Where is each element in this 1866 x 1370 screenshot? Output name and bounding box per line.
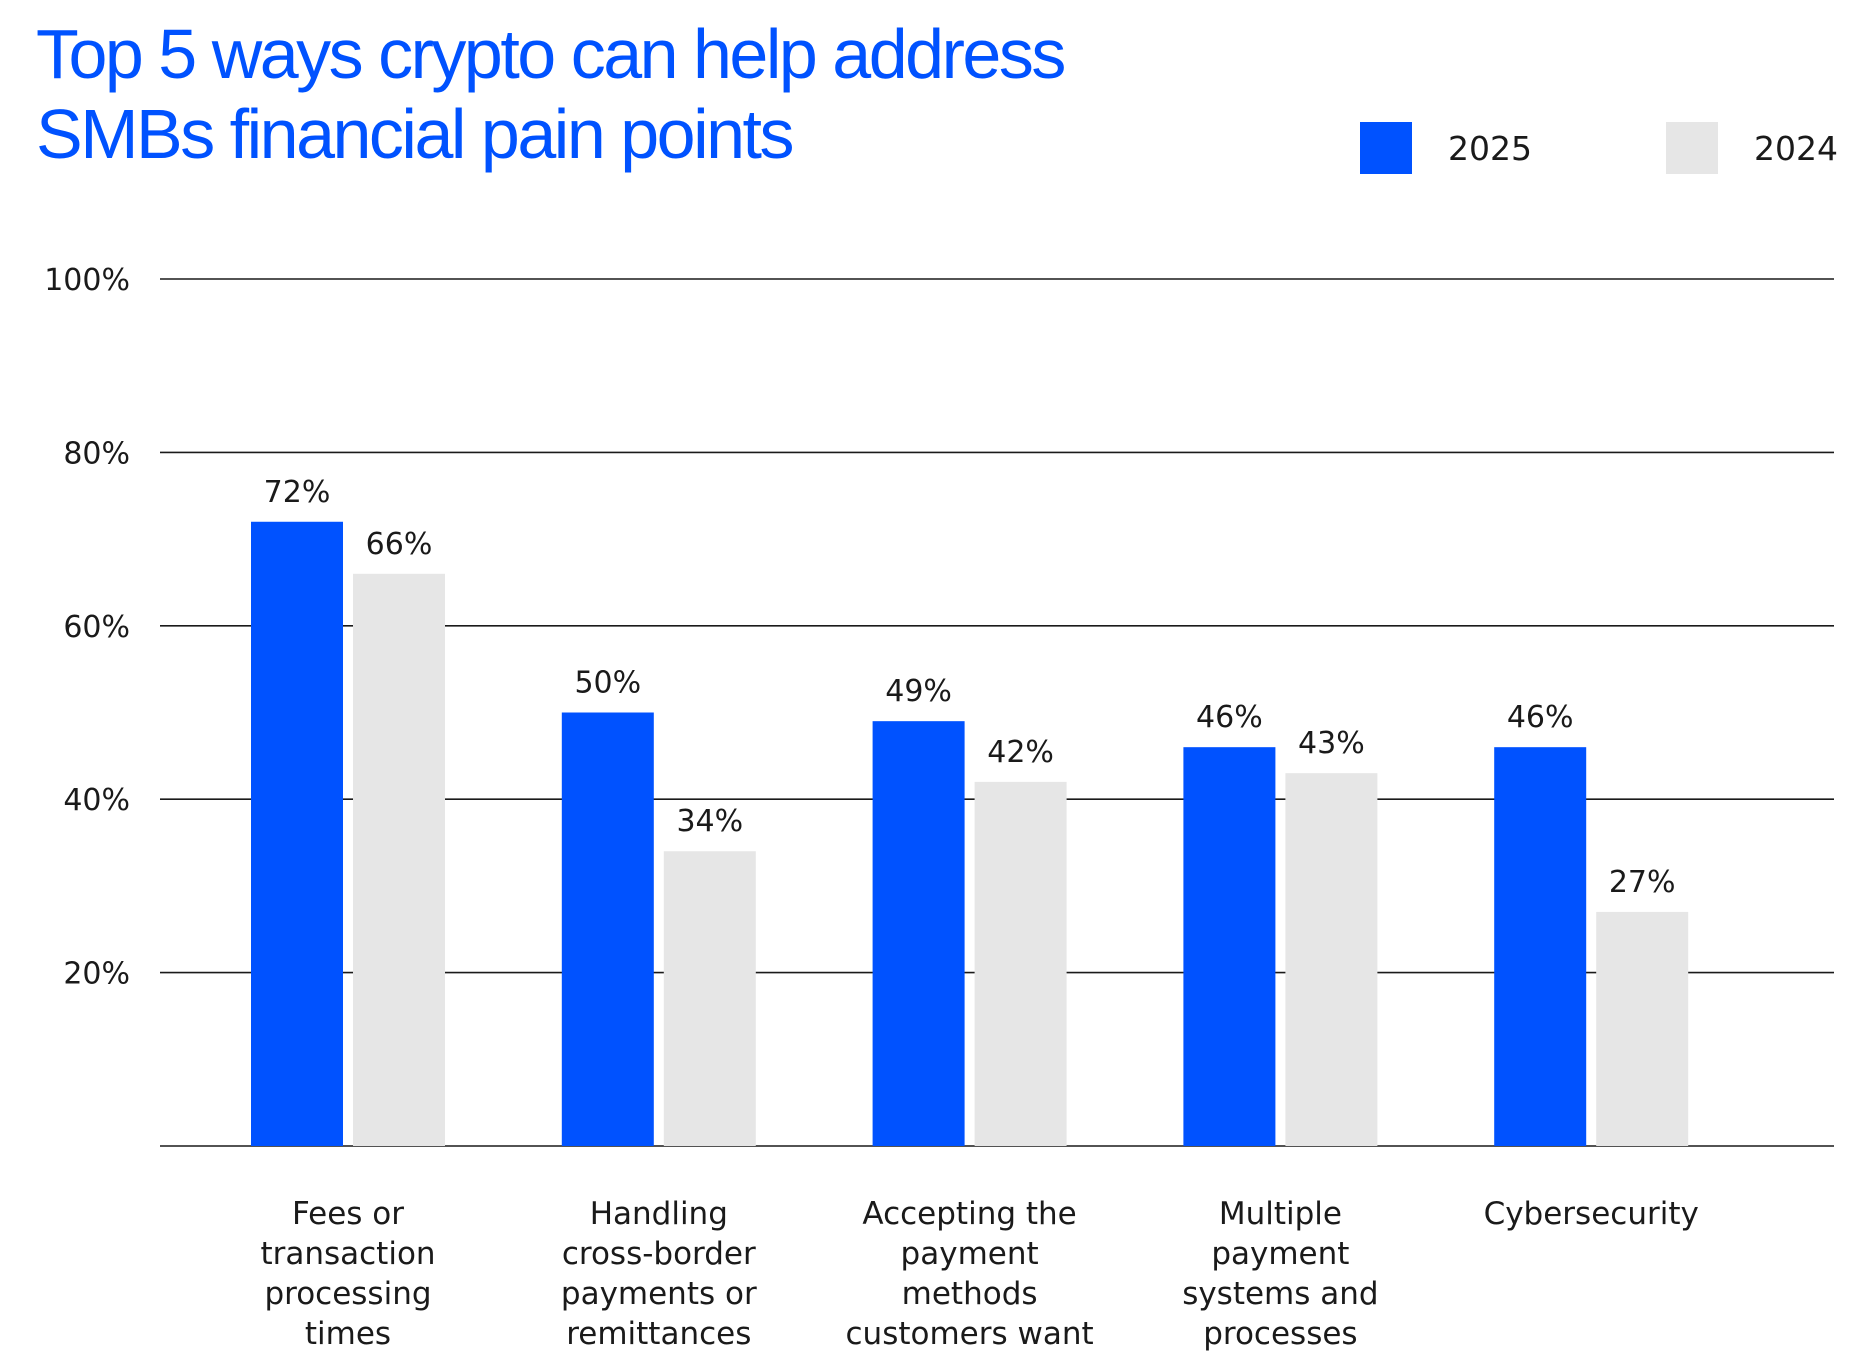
x-tick-label-1: Fees or transaction processing times	[260, 1196, 435, 1352]
legend-label-2025: 2025	[1448, 128, 1532, 168]
legend-swatch-2024	[1666, 122, 1718, 174]
data-label-2025-1: 72%	[264, 475, 331, 510]
x-tick-label-line: processes	[1203, 1316, 1357, 1352]
bar-2024-2	[663, 851, 756, 1146]
x-tick-label-line: remittances	[566, 1316, 751, 1352]
data-label-2025-3: 49%	[885, 674, 952, 709]
legend-item-2024: 2024	[1666, 120, 1838, 176]
data-label-2024-5: 27%	[1609, 865, 1676, 900]
data-label-2024-1: 66%	[366, 527, 433, 562]
x-tick-label-5: Cybersecurity	[1484, 1196, 1699, 1232]
chart-title-line-2: SMBs financial pain points	[36, 95, 795, 173]
bar-2024-3	[974, 781, 1067, 1146]
y-tick-label: 40%	[63, 783, 130, 818]
data-label-2025-2: 50%	[574, 666, 641, 701]
x-tick-label-line: transaction	[260, 1236, 435, 1272]
data-label-2024-3: 42%	[987, 735, 1054, 770]
bar-2024-1	[353, 573, 445, 1146]
chart-title: Top 5 ways crypto can help address SMBs …	[36, 14, 1296, 174]
y-tick-label: 20%	[63, 957, 130, 992]
y-tick-label: 100%	[44, 263, 130, 298]
x-tick-label-line: payments or	[561, 1276, 757, 1312]
x-tick-label-line: payment	[1211, 1236, 1349, 1272]
x-tick-label-line: times	[305, 1316, 391, 1352]
x-tick-label-line: Accepting the	[862, 1196, 1076, 1232]
x-tick-label-line: Cybersecurity	[1484, 1196, 1699, 1232]
x-tick-label-4: Multiple payment systems and processes	[1182, 1196, 1378, 1352]
bar-2025-3	[872, 721, 965, 1146]
data-label-2025-4: 46%	[1196, 700, 1263, 735]
x-tick-label-line: Handling	[590, 1196, 728, 1232]
legend-label-2024: 2024	[1754, 128, 1838, 168]
bar-2025-1	[251, 521, 343, 1146]
x-tick-label-3: Accepting the payment methods customers wan…	[846, 1196, 1094, 1352]
x-tick-label-line: cross-border	[562, 1236, 756, 1272]
data-label-2024-4: 43%	[1298, 726, 1365, 761]
bar-2025-4	[1183, 747, 1276, 1146]
x-tick-label-line: systems and	[1182, 1276, 1378, 1312]
legend-swatch-2025	[1360, 122, 1412, 174]
bar-2025-2	[561, 712, 654, 1146]
x-tick-label-line: payment	[901, 1236, 1039, 1272]
bar-2024-5	[1596, 911, 1689, 1146]
x-tick-label-line: customers want	[846, 1316, 1094, 1352]
bar-2025-5	[1494, 747, 1587, 1146]
x-tick-label-line: methods	[902, 1276, 1038, 1312]
legend: 2025 2024	[1360, 120, 1860, 176]
x-tick-label-line: Fees or	[292, 1196, 404, 1232]
x-tick-label-line: processing	[264, 1276, 431, 1312]
data-label-2025-5: 46%	[1507, 700, 1574, 735]
bar-2024-4	[1285, 773, 1378, 1146]
legend-item-2025: 2025	[1360, 120, 1532, 176]
y-tick-label: 80%	[63, 436, 130, 471]
x-tick-label-2: Handling cross-border payments or remittanc…	[561, 1196, 757, 1352]
chart-title-line-1: Top 5 ways crypto can help address	[36, 15, 1066, 93]
x-tick-label-line: Multiple	[1219, 1196, 1342, 1232]
y-tick-label: 60%	[63, 610, 130, 645]
data-label-2024-2: 34%	[676, 804, 743, 839]
